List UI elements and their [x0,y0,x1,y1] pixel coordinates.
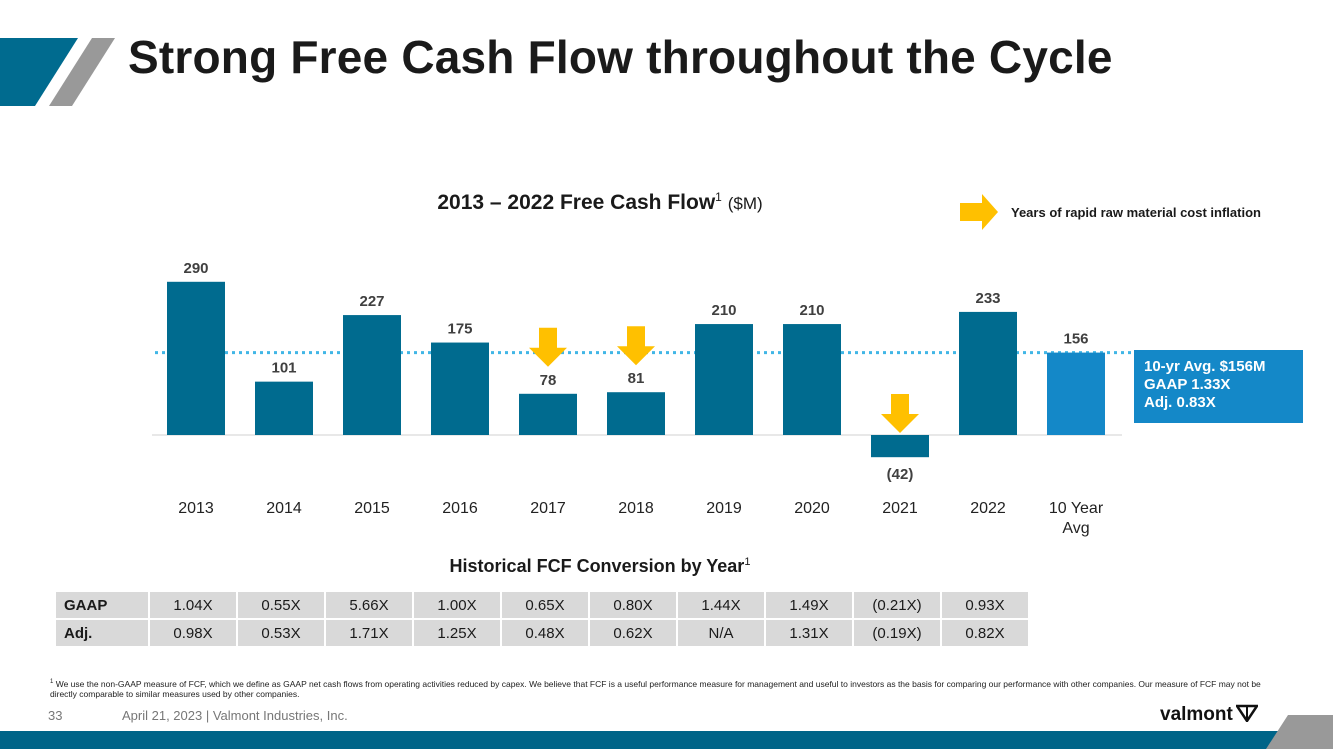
table-cell: 0.48X [502,620,588,646]
fcf-conversion-table: GAAP 1.04X 0.55X 5.66X 1.00X 0.65X 0.80X 1.44X 1… [54,590,1030,648]
x-tick-label: 2017 [530,500,566,517]
data-label: 210 [799,302,824,319]
table-cell: 0.53X [238,620,324,646]
header-stripe-gray [49,38,115,106]
table-cell: 0.65X [502,592,588,618]
inflation-arrow-down-icon [617,326,655,366]
inflation-arrow-down-icon [529,327,567,367]
data-label: 227 [359,293,384,310]
inflation-arrow-down-icon [881,394,919,433]
chart-title-unit: ($M) [727,194,763,213]
table-cell: (0.21X) [854,592,940,618]
data-label: (42) [887,466,914,483]
table-cell: 1.49X [766,592,852,618]
data-label: 210 [711,302,736,319]
avg-box-line-3: Adj. 0.83X [1144,394,1216,411]
valmont-logo: valmont [1160,704,1260,726]
bar-2020 [783,324,841,435]
logo-mark-icon [1234,704,1260,724]
x-tick-label: 2022 [970,500,1006,517]
x-tick-label: 2013 [178,500,214,517]
page-title: Strong Free Cash Flow throughout the Cyc… [128,31,1113,83]
bar-2014 [255,381,313,435]
table-cell: 0.80X [590,592,676,618]
table-row-label: Adj. [56,620,148,646]
header-stripe-blue [0,38,78,106]
bar-2021 [871,435,929,458]
page-number: 33 [48,708,63,723]
table-cell: N/A [678,620,764,646]
table-cell: 1.00X [414,592,500,618]
table-title-text: Historical FCF Conversion by Year [449,556,745,576]
x-tick-label: Avg [1062,520,1089,537]
footnote: 1 We use the non-GAAP measure of FCF, wh… [50,677,1280,699]
legend-label: Years of rapid raw material cost inflati… [1011,205,1261,220]
table-cell: 0.93X [942,592,1028,618]
avg-box-line-1: 10-yr Avg. $156M [1144,358,1266,375]
table-cell: 1.44X [678,592,764,618]
table-cell: 1.71X [326,620,412,646]
table-cell: 1.04X [150,592,236,618]
data-label: 233 [975,290,1000,307]
data-label: 175 [447,321,472,338]
bar-2018 [607,392,665,435]
footer-date-company: April 21, 2023 | Valmont Industries, Inc… [122,708,348,723]
fcf-bar-chart: 290 2013 101 2014 227 2015 175 2016 78 2017 81 2018… [152,260,1134,537]
x-tick-label: 2018 [618,500,654,517]
table-cell: 1.31X [766,620,852,646]
table-title: Historical FCF Conversion by Year1 [0,556,1200,577]
header-stripes [0,38,115,106]
data-label: 101 [271,360,296,377]
table-title-footnote-marker: 1 [744,556,751,568]
table-cell: 0.55X [238,592,324,618]
table-cell: 1.25X [414,620,500,646]
x-tick-label: 10 Year [1049,500,1104,517]
x-tick-label: 2021 [882,500,918,517]
x-tick-label: 2015 [354,500,390,517]
chart-title: 2013 – 2022 Free Cash Flow1 ($M) [0,190,1200,215]
bar-2017 [519,393,577,435]
avg-box-line-2: GAAP 1.33X [1144,376,1231,393]
ten-year-average-box: 10-yr Avg. $156M GAAP 1.33X Adj. 0.83X [1134,350,1303,423]
data-label: 81 [628,370,645,387]
footer-stripe [1266,715,1333,749]
logo-text: valmont [1160,704,1233,725]
table-cell: 0.62X [590,620,676,646]
table-cell: 5.66X [326,592,412,618]
table-row: GAAP 1.04X 0.55X 5.66X 1.00X 0.65X 0.80X 1.44X 1… [56,592,1028,618]
x-tick-label: 2016 [442,500,478,517]
chart-title-footnote-marker: 1 [715,190,722,204]
bar-2013 [167,281,225,435]
x-tick-label: 2019 [706,500,742,517]
bar-2016 [431,342,489,435]
table-cell: 0.98X [150,620,236,646]
table-cell: 0.82X [942,620,1028,646]
chart-title-text: 2013 – 2022 Free Cash Flow [437,191,716,214]
data-label: 78 [540,372,557,389]
table-row-label: GAAP [56,592,148,618]
bar-2019 [695,324,753,435]
legend-arrow-right-icon [960,194,998,230]
footnote-marker: 1 [50,679,54,685]
x-tick-label: 2014 [266,500,302,517]
footnote-text: We use the non-GAAP measure of FCF, whic… [50,678,1261,699]
bar-10-year-avg [1047,352,1105,435]
table-row: Adj. 0.98X 0.53X 1.71X 1.25X 0.48X 0.62X N/A 1.3… [56,620,1028,646]
table-cell: (0.19X) [854,620,940,646]
x-tick-label: 2020 [794,500,830,517]
data-label: 290 [183,260,208,277]
bar-2022 [959,311,1017,435]
data-label: 156 [1063,331,1088,348]
bottom-bar [0,731,1333,749]
bar-2015 [343,315,401,435]
